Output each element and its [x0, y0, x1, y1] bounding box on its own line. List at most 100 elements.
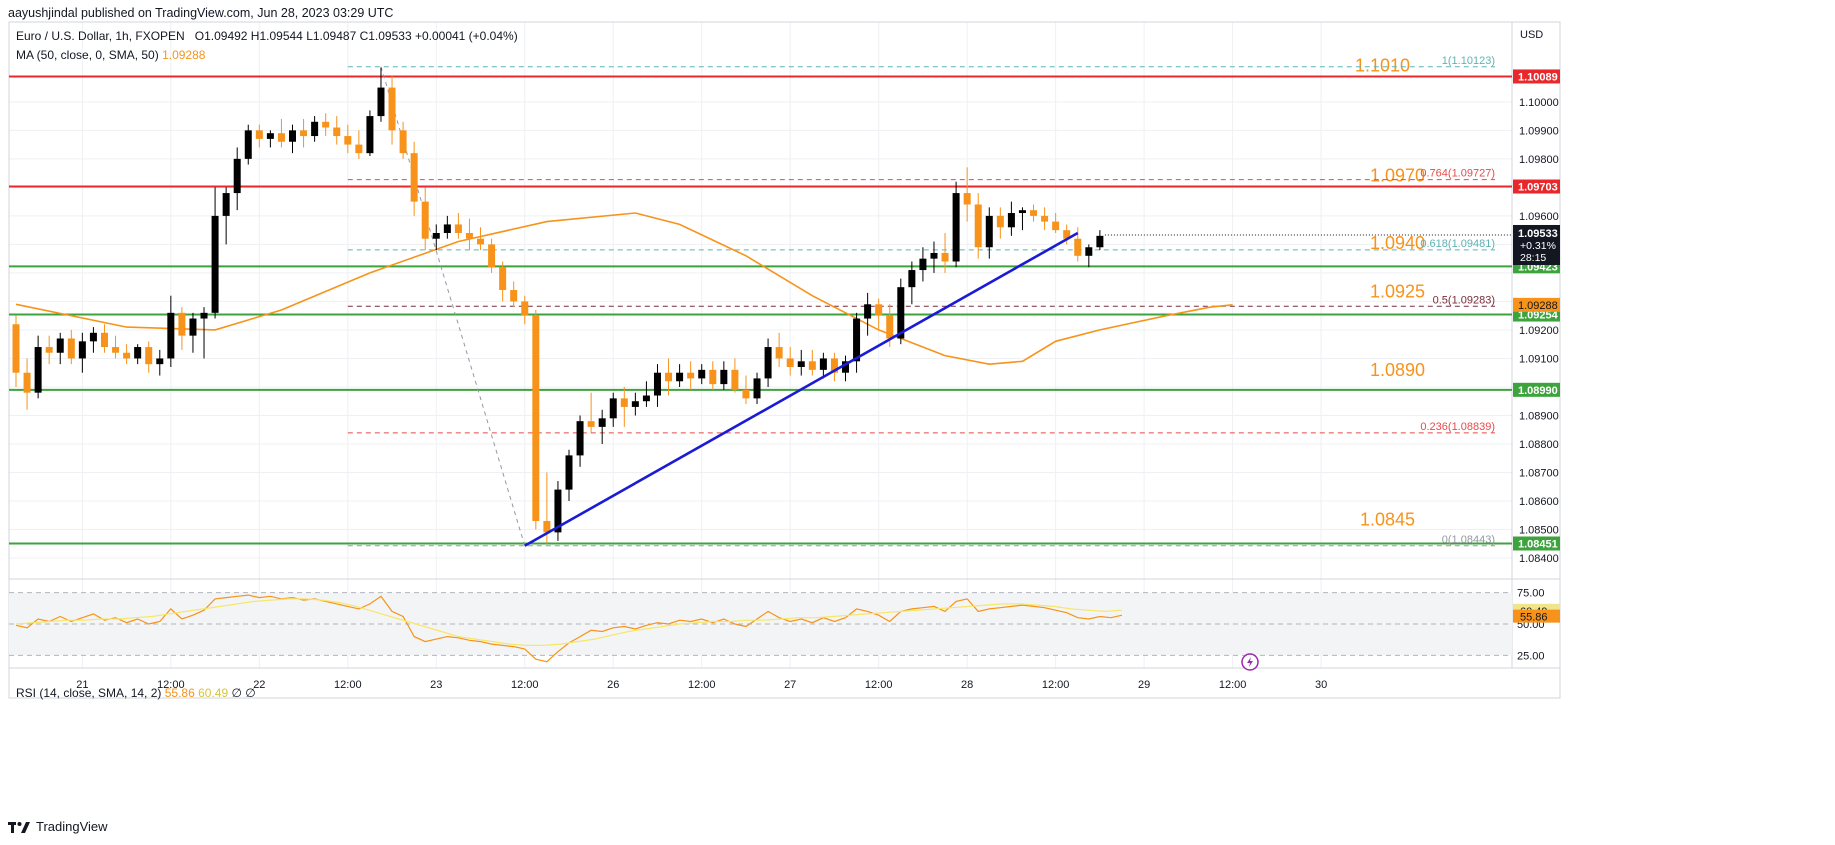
candle-body: [123, 352, 131, 359]
candle-body: [676, 372, 684, 382]
current-price-badge: [1513, 224, 1560, 265]
ma-value: 1.09288: [162, 48, 206, 62]
symbol-legend[interactable]: Euro / U.S. Dollar, 1h, FXOPEN O1.09492 …: [16, 29, 518, 43]
candle-body: [620, 398, 628, 407]
candle-body: [355, 144, 363, 154]
price-tick-label: 1.08400: [1519, 553, 1559, 565]
lightning-icon: [1247, 657, 1253, 667]
fib-level-label: 0.618(1.09481): [1420, 238, 1495, 250]
price-axis[interactable]: USD 1.10000 1.09900 1.09800 1.09600 1.09200 1.…: [1104, 29, 1560, 565]
candle-body: [930, 252, 938, 259]
level-label: 1.0970: [1370, 166, 1425, 186]
level-badge: [1513, 382, 1560, 397]
candle-body: [1052, 221, 1060, 231]
ma-legend[interactable]: MA (50, close, 0, SMA, 50) 1.09288: [16, 48, 205, 62]
candle-body: [45, 347, 53, 353]
chart-extras: [1241, 653, 1259, 671]
candle-body: [742, 389, 750, 399]
horizontal-levels: 1.1010 1.0970 1.0940 1.0925 1.0890 1.0845: [9, 55, 1512, 545]
candle-body: [211, 215, 219, 313]
candle-body: [12, 324, 20, 373]
candle-body: [134, 347, 142, 359]
time-tick-label: 27: [784, 679, 796, 691]
trendline[interactable]: [524, 231, 1079, 547]
level-label: 1.0940: [1370, 233, 1425, 253]
candle-body: [112, 347, 120, 353]
candle-body: [875, 304, 883, 316]
price-tick-label: 1.09200: [1519, 325, 1559, 337]
candle-body: [244, 130, 252, 159]
support-trendline[interactable]: [524, 231, 1079, 547]
level-badge: [1513, 536, 1560, 551]
moving-average: [15, 212, 1233, 366]
candle-body: [233, 158, 241, 194]
candle-body: [488, 244, 496, 268]
candle-body: [454, 224, 462, 233]
candle-body: [587, 421, 595, 427]
time-tick-label: 12:00: [1219, 679, 1247, 691]
candle-body: [598, 418, 606, 427]
candle-body: [532, 315, 540, 521]
publisher-line: aayushjindal published on TradingView.co…: [8, 6, 394, 20]
time-tick-label: 28: [961, 679, 973, 691]
level-badge: [1513, 179, 1560, 194]
time-tick-label: 29: [1138, 679, 1150, 691]
candle-body: [897, 287, 905, 339]
level-label: 1.0845: [1360, 509, 1415, 529]
price-tick-label: 1.08500: [1519, 525, 1559, 537]
candle-body: [1074, 238, 1082, 256]
level-badge-text: 1.10089: [1518, 71, 1558, 83]
candle-body: [311, 121, 319, 137]
candle-body: [322, 121, 330, 128]
candle-body: [78, 341, 86, 359]
price-tick-label: 1.09600: [1519, 211, 1559, 223]
candle-body: [797, 361, 805, 368]
candle-body: [56, 338, 64, 353]
level-badge-text: 1.09254: [1518, 310, 1559, 322]
candle-body: [178, 312, 186, 336]
candle-body: [34, 347, 42, 393]
candle-body: [200, 312, 208, 319]
candle-body: [996, 215, 1004, 228]
candle-body: [443, 224, 451, 233]
candle-body: [886, 315, 894, 339]
rsi-legend[interactable]: RSI (14, close, SMA, 14, 2) 55.86 60.49 …: [16, 686, 256, 700]
symbol-name: Euro / U.S. Dollar, 1h, FXOPEN: [16, 29, 185, 43]
price-tick-label: 1.08800: [1519, 439, 1559, 451]
candle-body: [842, 361, 849, 373]
candle-body: [388, 87, 396, 131]
rsi-label: RSI (14, close, SMA, 14, 2): [16, 686, 162, 700]
time-tick-label: 12:00: [688, 679, 716, 691]
candle-body: [720, 369, 728, 385]
time-tick-label: 30: [1315, 679, 1327, 691]
rsi-tick-label: 75.00: [1517, 588, 1545, 600]
candle-body: [289, 130, 296, 142]
rsi-tick-label: 25.00: [1517, 650, 1545, 662]
candle-body: [1018, 210, 1026, 214]
candle-body: [631, 401, 639, 407]
candle-body: [344, 136, 352, 145]
ohlc-values: O1.09492 H1.09544 L1.09487 C1.09533 +0.0…: [194, 29, 518, 43]
candles: [12, 67, 1104, 544]
candle-body: [919, 258, 927, 271]
candle-body: [709, 369, 717, 385]
level-badge-text: 1.08990: [1518, 385, 1558, 397]
time-axis[interactable]: 21 12:00 22 12:00 23 12:00 26 12:00 27 12:00 28 12:…: [76, 679, 1327, 691]
candle-body: [819, 358, 827, 370]
fib-level-label: 0(1.08443): [1442, 534, 1495, 546]
level-badge-text: 1.08451: [1518, 538, 1558, 550]
chart-border: [8, 21, 1561, 699]
candle-body: [753, 378, 761, 399]
candle-body: [189, 318, 197, 336]
candle-body: [499, 267, 507, 291]
candle-body: [665, 372, 673, 382]
level-label: 1.1010: [1355, 55, 1410, 75]
time-tick-label: 12:00: [865, 679, 893, 691]
candle-body: [1030, 210, 1038, 216]
candle-body: [1041, 215, 1049, 222]
time-tick-label: 22: [253, 679, 265, 691]
candle-body: [266, 133, 274, 139]
footer-brand[interactable]: TradingView: [8, 819, 108, 834]
